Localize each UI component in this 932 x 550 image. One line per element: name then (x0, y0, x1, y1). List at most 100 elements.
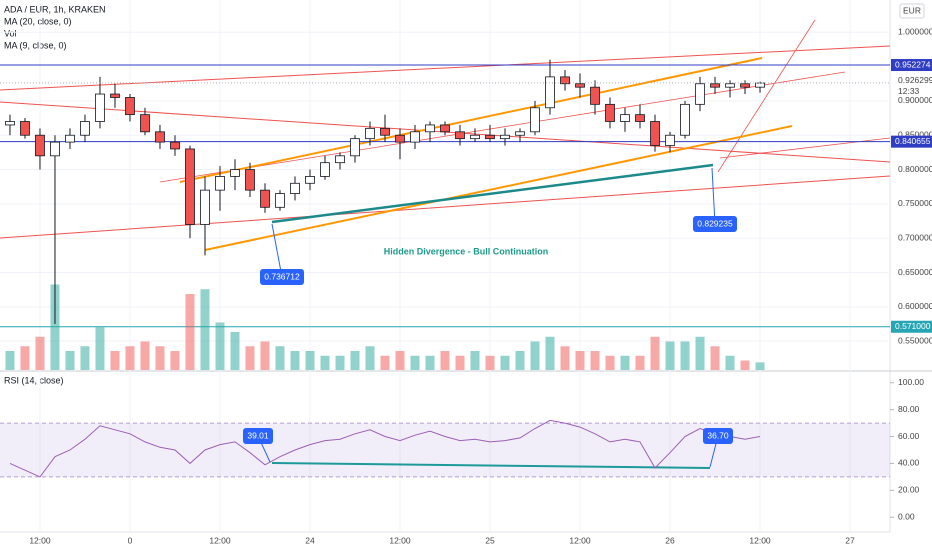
rsi-band (0, 423, 890, 477)
price-label-box (891, 59, 932, 72)
x-tick-label: 27 (845, 535, 855, 545)
volume-bar (155, 346, 165, 370)
x-tick-label: 12:00 (389, 535, 411, 545)
candle-body (740, 83, 750, 88)
volume-bar (80, 346, 90, 370)
candle-body (290, 182, 300, 194)
y-tick-label: 0.550000 (898, 335, 932, 345)
y-tick-label: 0.600000 (898, 301, 932, 311)
callout-label: 36.70 (707, 430, 729, 440)
volume-bar (335, 355, 345, 370)
y-tick-label: 0.650000 (898, 267, 932, 277)
candle-body (755, 82, 765, 88)
candle-body (605, 103, 615, 122)
volume-bar (710, 346, 720, 370)
candle-body (215, 176, 225, 191)
volume-bar (245, 346, 255, 370)
volume-bar (20, 346, 30, 370)
callout-label: 0.829235 (697, 218, 733, 228)
divergence-line (271, 163, 714, 224)
volume-bar (215, 322, 225, 370)
volume-bar (50, 284, 60, 370)
volume-bar (560, 346, 570, 370)
candle-body (5, 121, 15, 126)
candle-body (155, 131, 165, 143)
candle-body (560, 76, 570, 85)
trendline (179, 57, 763, 183)
rsi-line (9, 419, 761, 478)
callout-label: 39.01 (247, 430, 269, 440)
candle-body (380, 127, 390, 136)
volume-bar (110, 351, 120, 370)
candle-body (200, 189, 210, 225)
candle-body (110, 93, 120, 98)
candle-body (170, 141, 180, 150)
volume-bar (95, 327, 105, 370)
volume-bar (740, 360, 750, 370)
candle-body (575, 83, 585, 88)
volume-bar (5, 351, 15, 370)
countdown: 12:33 (898, 86, 920, 96)
volume-bar (440, 351, 450, 370)
x-tick-label: 12:00 (749, 535, 771, 545)
volume-bar (365, 346, 375, 370)
candle-body (245, 169, 255, 191)
volume-bar (725, 355, 735, 370)
volume-bar (650, 336, 660, 370)
volume-bar (575, 351, 585, 370)
currency[interactable]: EUR (903, 5, 921, 15)
candle-body (185, 148, 195, 225)
volume-bar (380, 355, 390, 370)
indicator-label: MA (20, close, 0) (4, 16, 72, 26)
candle-body (395, 134, 405, 143)
currency-button[interactable] (899, 3, 925, 19)
trendline (0, 175, 891, 239)
price-label: 0.571000 (895, 321, 931, 331)
volume-bar (500, 355, 510, 370)
volume-bar (680, 341, 690, 370)
candle-body (650, 121, 660, 146)
candle-body (485, 134, 495, 140)
candle-body (665, 134, 675, 146)
y-tick-label: 20.00 (898, 485, 920, 495)
price-label-box (891, 320, 932, 333)
symbol-title: ADA / EUR, 1h, KRAKEN (4, 4, 106, 14)
volume-bar (515, 351, 525, 370)
candle-body (65, 134, 75, 143)
candle-body (410, 131, 420, 143)
volume-bar (665, 341, 675, 370)
y-tick-label: 0.850000 (898, 129, 932, 139)
x-tick-label: 12:00 (569, 535, 591, 545)
callout-pointer (271, 223, 283, 278)
volume-bar (545, 336, 555, 370)
candle-body (440, 124, 450, 133)
callout-box (693, 216, 737, 232)
x-tick-label: 25 (485, 535, 495, 545)
volume-bar (605, 355, 615, 370)
candle-body (695, 83, 705, 105)
y-tick-label: 0.700000 (898, 232, 932, 242)
candle-body (590, 86, 600, 105)
candle-body (500, 134, 510, 140)
volume-bar (635, 355, 645, 370)
volume-bar (65, 351, 75, 370)
annotation-text: Hidden Divergence - Bull Continuation (384, 246, 549, 256)
candle-body (95, 93, 105, 122)
indicator-label: MA (9, close, 0) (4, 40, 67, 50)
candle-body (35, 134, 45, 157)
candle-body (260, 189, 270, 208)
volume-bar (485, 355, 495, 370)
volume-bar (140, 341, 150, 370)
volume-bar (455, 355, 465, 370)
candle-body (365, 127, 375, 140)
volume-bar (350, 351, 360, 370)
price-label-box (891, 135, 932, 148)
callout-pointer (711, 167, 716, 225)
callout-box (243, 428, 273, 444)
candle-body (635, 114, 645, 122)
x-tick-label: 12:00 (209, 535, 231, 545)
volume-bar (200, 289, 210, 370)
volume-bar (470, 351, 480, 370)
